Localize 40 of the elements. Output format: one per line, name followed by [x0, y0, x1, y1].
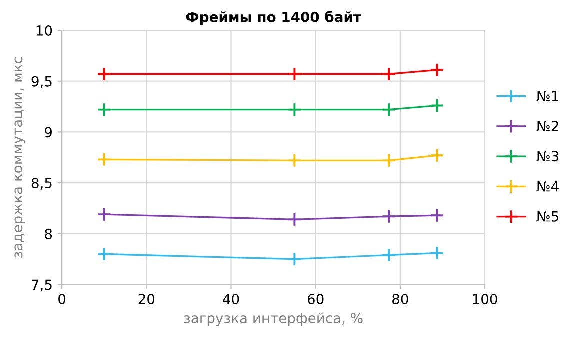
x-axis-title: загрузка интерфейса, %	[184, 312, 363, 326]
point	[287, 67, 302, 82]
point	[287, 212, 302, 227]
x-tick-label: 0	[58, 294, 66, 305]
point	[430, 62, 444, 78]
point	[430, 246, 444, 260]
y-tick-label: 8	[45, 228, 52, 240]
y-axis-title: задержка коммутации, мкс	[14, 57, 26, 258]
point	[97, 207, 112, 222]
point	[287, 252, 302, 267]
point	[97, 247, 112, 262]
legend-label: №1	[536, 91, 558, 102]
point	[382, 67, 396, 82]
legend-label: №5	[536, 212, 558, 222]
legend-label: №3	[536, 151, 559, 162]
point	[430, 148, 444, 163]
point	[382, 248, 396, 262]
point	[430, 98, 444, 113]
x-tick-label: 20	[138, 294, 155, 305]
point	[287, 153, 302, 168]
legend-label: №4	[536, 181, 559, 192]
x-tick-label: 60	[308, 294, 324, 305]
x-tick-label: 40	[223, 294, 240, 305]
chart-title: Фреймы по 1400 байт	[186, 11, 362, 26]
y-tick-label: 10	[36, 25, 52, 36]
point	[382, 102, 396, 118]
y-tick-label: 9	[45, 127, 52, 138]
point	[382, 209, 396, 224]
y-tick-label: 9,5	[32, 76, 52, 88]
point	[97, 102, 112, 118]
x-tick-label: 80	[392, 294, 408, 305]
point	[97, 152, 112, 167]
y-tick-label: 7,5	[32, 280, 52, 292]
y-tick-label: 8,5	[32, 178, 52, 190]
point	[97, 67, 112, 82]
point	[430, 208, 444, 223]
point	[382, 153, 396, 168]
x-tick-label: 100	[473, 294, 498, 305]
point	[287, 102, 302, 118]
legend-label: №2	[536, 121, 558, 132]
